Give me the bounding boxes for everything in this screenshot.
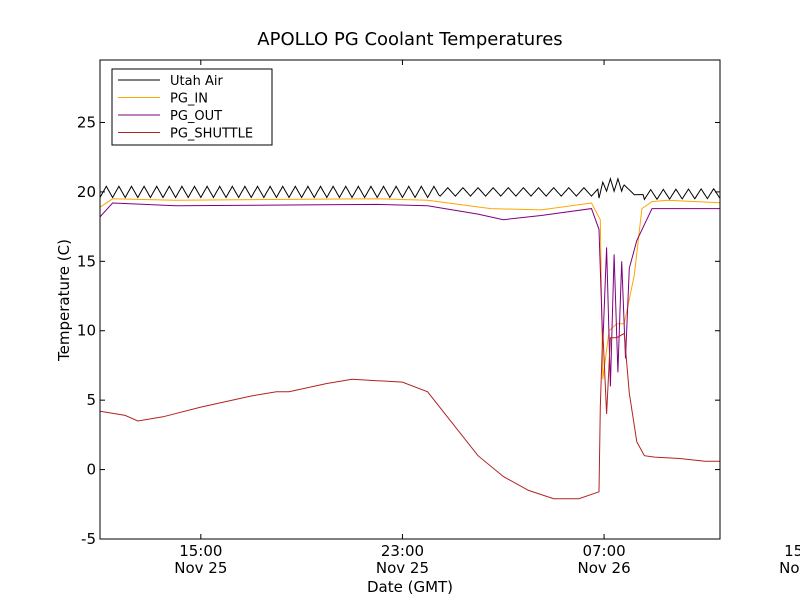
y-axis-label: Temperature (C) [55, 239, 73, 362]
series-line-pg-out [100, 202, 720, 387]
series-line-utah-air [100, 176, 720, 201]
x-tick-time-label: 15:00 [179, 542, 222, 560]
x-tick-time-label: 07:00 [582, 542, 625, 560]
plot-frame [99, 59, 721, 540]
y-tick-label: 15 [77, 252, 96, 270]
y-tick-label: 10 [77, 322, 96, 340]
chart-title: APOLLO PG Coolant Temperatures [257, 29, 562, 50]
y-tick-label: -5 [81, 530, 96, 548]
legend-label: Utah Air [170, 74, 223, 89]
x-tick-date-label: Nov 26 [577, 559, 630, 577]
y-tick-label: 25 [77, 113, 96, 131]
legend-label: PG_SHUTTLE [170, 127, 253, 142]
x-tick-date-label: Nov 25 [174, 559, 227, 577]
y-tick-label: 20 [77, 183, 96, 201]
x-axis-label: Date (GMT) [367, 578, 453, 596]
x-tick-date-label: Nov 25 [376, 559, 429, 577]
y-tick-label: 5 [86, 391, 96, 409]
x-tick-time-label: 15:00 [784, 542, 800, 560]
legend-label: PG_OUT [170, 109, 222, 124]
y-tick-label: 0 [86, 461, 96, 479]
x-tick-date-label: Nov 26 [779, 559, 800, 577]
legend-label: PG_IN [170, 92, 208, 107]
x-tick-time-label: 23:00 [381, 542, 424, 560]
series-line-pg-in [100, 198, 720, 380]
legend-box [111, 68, 273, 146]
legend: Utah Air PG_IN PG_OUT PG_SHUTTLE [111, 68, 273, 146]
series-line-pg-shuttle [100, 330, 720, 500]
